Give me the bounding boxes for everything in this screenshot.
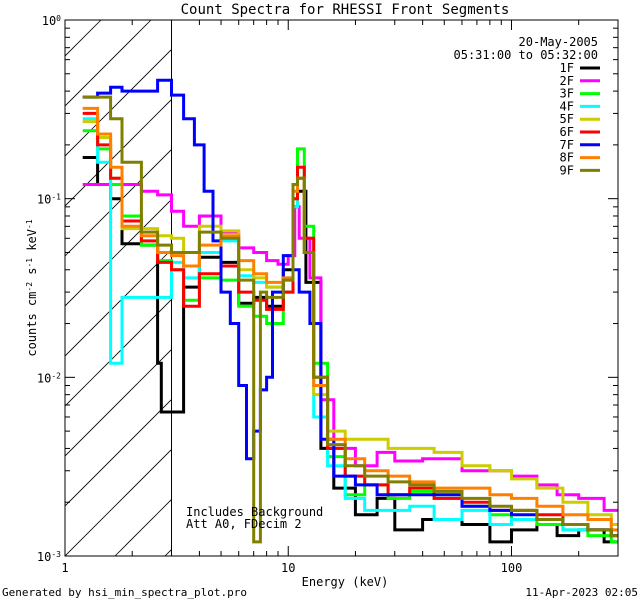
hatch-line [65,198,172,307]
legend-label: 6F [560,125,574,139]
y-tick-label: 100 [42,14,61,29]
y-tick-label: 10-3 [37,550,61,565]
hatch-line [65,20,102,57]
hatch-line [65,248,172,357]
y-axis-label: counts cm-2 s-1 keV-1 [25,219,40,356]
series-line-6f [82,111,618,538]
series-line-4f [82,117,618,538]
hatch-line [65,148,172,257]
legend-label: 7F [560,138,574,152]
series-layer [82,78,618,544]
hatch-line [65,98,172,207]
hatch-line [65,448,172,556]
y-tick-label: 10-2 [37,371,61,386]
legend-label: 3F [560,87,574,101]
x-axis-label: Energy (keV) [302,575,389,589]
background-note: Includes Background [186,505,323,519]
x-tick-label: 1 [61,561,68,575]
footer-generated: Generated by hsi_min_spectra_plot.pro [2,586,247,599]
y-tick-label: 10-1 [37,192,61,207]
date-text: 20-May-2005 [519,35,598,49]
series-line-3f [82,129,618,544]
legend-label: 9F [560,163,574,177]
x-tick-labels: 1 10 100 [61,561,522,575]
hatch-line [65,348,172,457]
axis-ticks [64,19,619,557]
x-tick-label: 10 [281,561,295,575]
series-line-7f [82,78,618,538]
x-tick-label: 100 [501,561,523,575]
series-line-5f [82,120,618,526]
plot-frame [64,19,619,557]
footer-timestamp: 11-Apr-2023 02:05 [525,586,638,599]
attenuator-note: Att A0, FDecim 2 [186,517,302,531]
legend-label: 2F [560,74,574,88]
legend-label: 5F [560,112,574,126]
legend-label: 8F [560,151,574,165]
series-line-2f [82,183,618,512]
y-tick-labels: 10-3 10-2 10-1 100 [37,14,61,565]
series-line-9f [82,95,618,544]
chart-title: Count Spectra for RHESSI Front Segments [181,2,510,18]
legend-label: 1F [560,61,574,75]
hatch-line [65,20,152,107]
legend-label: 4F [560,99,574,113]
hatch-line [65,398,172,507]
time-range-text: 05:31:00 to 05:32:00 [454,48,599,62]
hatch-line [0,20,1,556]
